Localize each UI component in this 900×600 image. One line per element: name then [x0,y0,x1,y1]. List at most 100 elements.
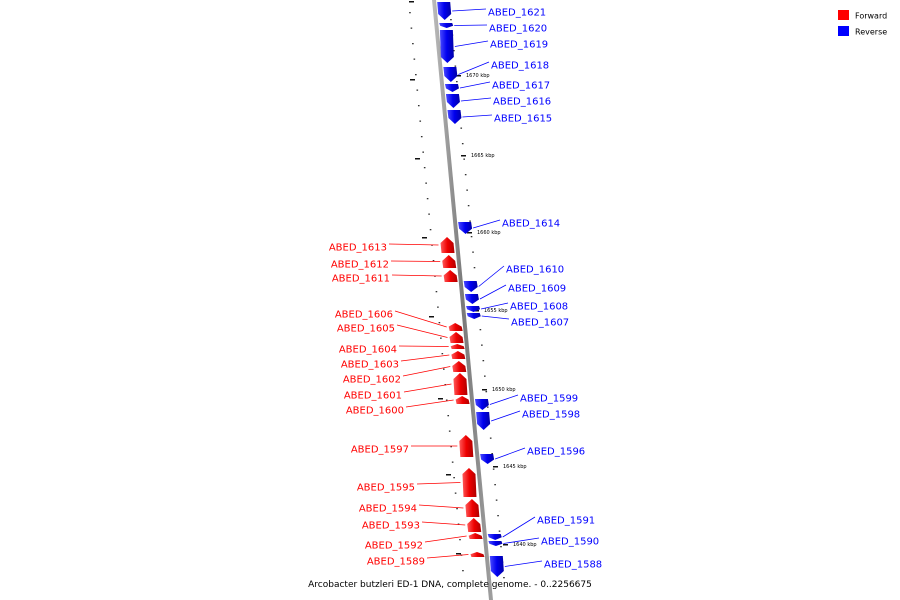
gene-label[interactable]: ABED_1588 [544,560,602,571]
gene-label[interactable]: ABED_1615 [494,114,552,125]
reverse-gene-arrow[interactable] [466,306,481,312]
gene-label[interactable]: ABED_1589 [367,557,425,568]
gene-abed-1589[interactable]: ABED_1589 [367,552,485,568]
gene-label[interactable]: ABED_1620 [489,24,547,35]
gene-abed-1598[interactable]: ABED_1598 [476,410,580,431]
gene-abed-1601[interactable]: ABED_1601 [344,373,468,402]
gene-abed-1618[interactable]: ABED_1618 [443,61,549,83]
forward-gene-arrow[interactable] [459,435,474,457]
reverse-gene-arrow[interactable] [439,30,454,63]
gene-label[interactable]: ABED_1599 [520,394,578,405]
forward-gene-arrow[interactable] [462,468,477,497]
gene-abed-1602[interactable]: ABED_1602 [343,361,467,386]
gene-abed-1608[interactable]: ABED_1608 [466,302,568,313]
gene-abed-1600[interactable]: ABED_1600 [346,396,470,417]
gene-abed-1614[interactable]: ABED_1614 [458,219,560,235]
reverse-gene-arrow[interactable] [439,23,454,28]
gene-label[interactable]: ABED_1604 [339,345,397,356]
reverse-gene-arrow[interactable] [447,110,462,124]
forward-gene-arrow[interactable] [467,518,482,532]
reverse-gene-arrow[interactable] [445,94,460,108]
gene-label[interactable]: ABED_1614 [502,219,560,230]
gene-abed-1612[interactable]: ABED_1612 [331,255,457,271]
gene-label[interactable]: ABED_1601 [344,391,402,402]
gene-abed-1621[interactable]: ABED_1621 [437,2,546,20]
gene-abed-1617[interactable]: ABED_1617 [444,81,550,93]
forward-gene-arrow[interactable] [465,499,480,517]
forward-gene-arrow[interactable] [450,344,465,349]
gene-abed-1619[interactable]: ABED_1619 [439,30,548,63]
forward-gene-arrow[interactable] [449,332,464,343]
gene-abed-1596[interactable]: ABED_1596 [480,447,585,465]
reverse-gene-arrow[interactable] [464,294,479,304]
gene-abed-1588[interactable]: ABED_1588 [489,556,602,577]
gene-label[interactable]: ABED_1612 [331,260,389,271]
gene-abed-1606[interactable]: ABED_1606 [335,310,463,332]
gene-abed-1609[interactable]: ABED_1609 [464,284,566,305]
reverse-gene-arrow[interactable] [466,313,481,319]
gene-label[interactable]: ABED_1616 [493,97,551,108]
gene-label[interactable]: ABED_1591 [537,516,595,527]
gene-label[interactable]: ABED_1602 [343,375,401,386]
gene-label[interactable]: ABED_1595 [357,483,415,494]
gene-abed-1592[interactable]: ABED_1592 [365,533,483,552]
gene-label[interactable]: ABED_1605 [337,324,395,335]
forward-gene-arrow[interactable] [442,255,457,268]
gene-abed-1591[interactable]: ABED_1591 [487,516,595,541]
gene-abed-1620[interactable]: ABED_1620 [439,23,547,35]
gene-label[interactable]: ABED_1597 [351,445,409,456]
gene-abed-1613[interactable]: ABED_1613 [329,237,455,254]
forward-gene-arrow[interactable] [440,237,455,253]
gene-label[interactable]: ABED_1596 [527,447,585,458]
gene-label[interactable]: ABED_1598 [522,410,580,421]
gene-abed-1595[interactable]: ABED_1595 [357,468,477,497]
gene-label[interactable]: ABED_1603 [341,360,399,371]
forward-gene-arrow[interactable] [443,270,458,282]
gene-label[interactable]: ABED_1607 [511,318,569,329]
reverse-gene-arrow[interactable] [458,222,473,234]
gene-label[interactable]: ABED_1600 [346,406,404,417]
gene-abed-1605[interactable]: ABED_1605 [337,324,464,344]
gene-abed-1599[interactable]: ABED_1599 [474,394,578,411]
reverse-gene-arrow[interactable] [480,454,495,464]
reverse-gene-arrow[interactable] [489,556,504,577]
reverse-gene-arrow[interactable] [463,281,478,292]
gene-abed-1590[interactable]: ABED_1590 [488,537,599,548]
reverse-gene-arrow[interactable] [443,67,458,82]
gene-label[interactable]: ABED_1618 [491,61,549,72]
gene-label[interactable]: ABED_1617 [492,81,550,92]
forward-gene-arrow[interactable] [470,552,485,557]
forward-gene-arrow[interactable] [452,361,467,372]
reverse-gene-arrow[interactable] [437,2,452,20]
forward-gene-arrow[interactable] [468,533,483,539]
gene-label[interactable]: ABED_1606 [335,310,393,321]
gene-label[interactable]: ABED_1592 [365,541,423,552]
gene-abed-1616[interactable]: ABED_1616 [445,94,551,108]
gene-label[interactable]: ABED_1608 [510,302,568,313]
reverse-gene-arrow[interactable] [444,84,459,92]
gene-abed-1611[interactable]: ABED_1611 [332,270,458,285]
gene-abed-1610[interactable]: ABED_1610 [463,265,564,293]
gene-abed-1597[interactable]: ABED_1597 [351,435,474,457]
gene-abed-1603[interactable]: ABED_1603 [341,351,466,371]
forward-gene-arrow[interactable] [455,396,470,404]
forward-gene-arrow[interactable] [453,373,468,395]
reverse-gene-arrow[interactable] [488,541,503,546]
reverse-gene-arrow[interactable] [476,412,491,430]
gene-abed-1607[interactable]: ABED_1607 [466,313,569,329]
gene-label[interactable]: ABED_1609 [508,284,566,295]
gene-label[interactable]: ABED_1621 [488,8,546,19]
gene-label[interactable]: ABED_1611 [332,274,390,285]
gene-label[interactable]: ABED_1610 [506,265,564,276]
gene-label[interactable]: ABED_1613 [329,243,387,254]
gene-label[interactable]: ABED_1619 [490,40,548,51]
gene-abed-1604[interactable]: ABED_1604 [339,344,465,356]
reverse-gene-arrow[interactable] [474,399,489,410]
forward-gene-arrow[interactable] [448,323,463,331]
gene-abed-1594[interactable]: ABED_1594 [359,499,480,517]
forward-gene-arrow[interactable] [451,351,466,359]
gene-label[interactable]: ABED_1594 [359,504,417,515]
gene-abed-1615[interactable]: ABED_1615 [447,110,552,125]
gene-abed-1593[interactable]: ABED_1593 [362,518,482,532]
reverse-gene-arrow[interactable] [487,534,502,540]
